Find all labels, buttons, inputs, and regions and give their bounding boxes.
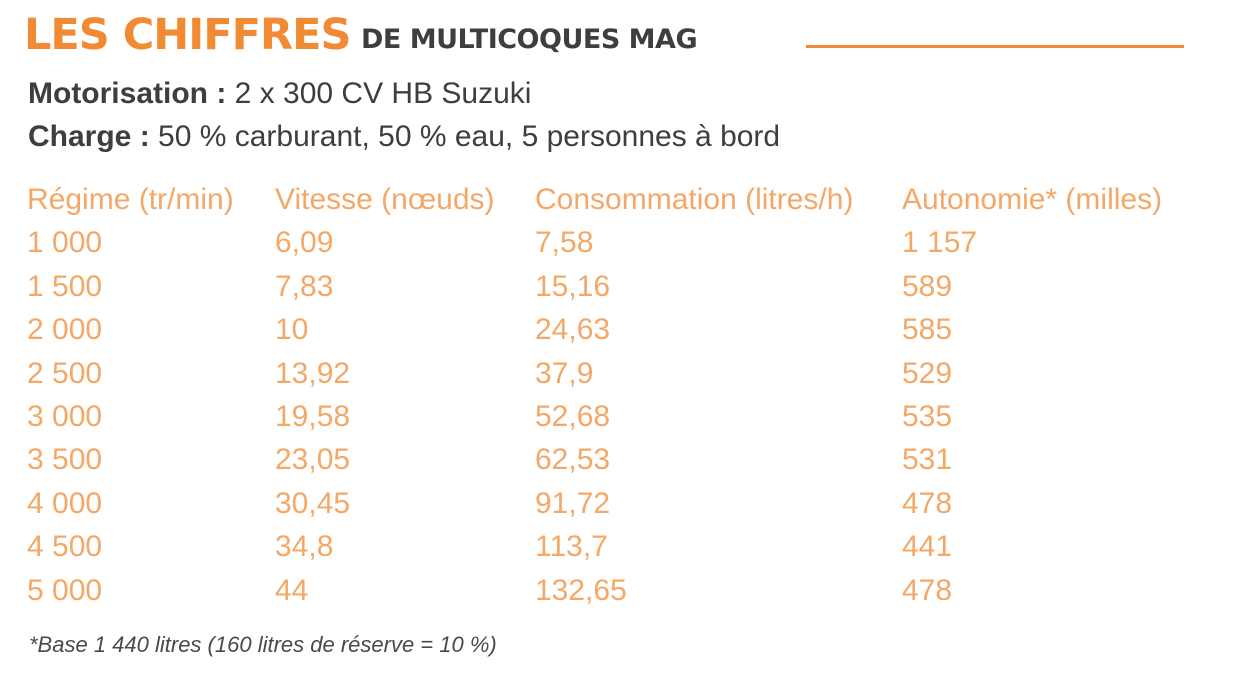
title-divider bbox=[806, 45, 1184, 48]
spec-charge: Charge : 50 % carburant, 50 % eau, 5 per… bbox=[28, 115, 780, 158]
page-title: LES CHIFFRES bbox=[24, 10, 351, 60]
column-header-regime: Régime (tr/min) bbox=[27, 183, 234, 216]
page-header: LES CHIFFRES DE MULTICOQUES MAG bbox=[24, 6, 1184, 62]
cell-vitesse: 30,45 bbox=[275, 486, 351, 520]
cell-autonomie: 529 bbox=[902, 356, 953, 390]
cell-regime: 4 000 bbox=[27, 486, 103, 520]
cell-autonomie: 441 bbox=[902, 530, 953, 564]
cell-vitesse: 13,92 bbox=[275, 356, 351, 390]
cell-autonomie: 531 bbox=[902, 443, 953, 477]
cell-vitesse: 19,58 bbox=[275, 399, 351, 433]
cell-autonomie: 535 bbox=[902, 399, 953, 433]
cell-consommation: 62,53 bbox=[535, 443, 611, 477]
cell-regime: 2 000 bbox=[27, 313, 103, 347]
cell-autonomie: 1 157 bbox=[902, 226, 978, 260]
column-header-consommation: Consommation (litres/h) bbox=[535, 183, 854, 216]
cell-vitesse: 7,83 bbox=[275, 269, 334, 303]
cell-regime: 1 500 bbox=[27, 269, 103, 303]
spec-label: Charge : bbox=[28, 120, 150, 153]
cell-autonomie: 478 bbox=[902, 573, 953, 607]
cell-vitesse: 34,8 bbox=[275, 530, 334, 564]
cell-vitesse: 44 bbox=[275, 573, 309, 607]
cell-consommation: 7,58 bbox=[535, 226, 594, 260]
cell-regime: 5 000 bbox=[27, 573, 103, 607]
cell-consommation: 132,65 bbox=[535, 573, 627, 607]
specs-block: Motorisation : 2 x 300 CV HB Suzuki Char… bbox=[28, 72, 780, 158]
spec-value: 50 % carburant, 50 % eau, 5 personnes à … bbox=[158, 120, 781, 153]
page-subtitle: DE MULTICOQUES MAG bbox=[361, 24, 698, 55]
cell-regime: 4 500 bbox=[27, 530, 103, 564]
spec-motorisation: Motorisation : 2 x 300 CV HB Suzuki bbox=[28, 72, 780, 115]
cell-consommation: 91,72 bbox=[535, 486, 611, 520]
cell-autonomie: 478 bbox=[902, 486, 953, 520]
cell-consommation: 37,9 bbox=[535, 356, 594, 390]
cell-autonomie: 585 bbox=[902, 313, 953, 347]
cell-autonomie: 589 bbox=[902, 269, 953, 303]
spec-label: Motorisation : bbox=[28, 77, 227, 110]
cell-consommation: 15,16 bbox=[535, 269, 611, 303]
cell-regime: 3 000 bbox=[27, 399, 103, 433]
cell-consommation: 52,68 bbox=[535, 399, 611, 433]
cell-regime: 2 500 bbox=[27, 356, 103, 390]
cell-vitesse: 6,09 bbox=[275, 226, 334, 260]
cell-vitesse: 10 bbox=[275, 313, 309, 347]
column-header-autonomie: Autonomie* (milles) bbox=[902, 183, 1163, 216]
spec-value: 2 x 300 CV HB Suzuki bbox=[234, 77, 532, 110]
cell-consommation: 24,63 bbox=[535, 313, 611, 347]
cell-consommation: 113,7 bbox=[535, 530, 608, 564]
cell-vitesse: 23,05 bbox=[275, 443, 351, 477]
cell-regime: 3 500 bbox=[27, 443, 103, 477]
column-header-vitesse: Vitesse (nœuds) bbox=[275, 183, 495, 216]
footnote: *Base 1 440 litres (160 litres de réserv… bbox=[29, 632, 497, 657]
cell-regime: 1 000 bbox=[27, 226, 103, 260]
